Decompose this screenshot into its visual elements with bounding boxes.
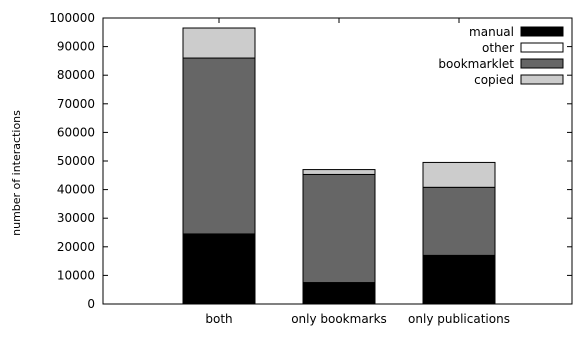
legend-label: copied [474,73,514,87]
y-tick-label: 90000 [57,40,95,54]
legend-label: manual [469,25,514,39]
bar-segment-copied-1 [302,169,376,175]
bar-segment-copied-0 [182,27,256,59]
x-tick-label: both [205,312,232,326]
bar-segment-bookmarklet-2 [422,186,496,256]
x-tick-label: only bookmarks [291,312,387,326]
y-tick-label: 60000 [57,125,95,139]
legend-swatch-other [520,42,564,53]
y-tick-label: 40000 [57,183,95,197]
bar-segment-bookmarklet-1 [302,173,376,284]
bar-segment-bookmarklet-0 [182,57,256,235]
y-tick-label: 20000 [57,240,95,254]
y-tick-label: 80000 [57,68,95,82]
legend-swatch-bookmarklet [520,58,564,69]
x-tick-label: only publications [408,312,510,326]
x-axis: both only bookmarks only publications [205,18,510,326]
bar-segment-manual-2 [422,254,496,305]
y-tick-label: 100000 [49,11,95,25]
bar-segment-manual-0 [182,233,256,305]
y-axis-title: number of interactions [10,110,23,236]
legend: manual other bookmarklet copied [438,25,564,87]
y-axis: 0 10000 20000 30000 40000 50000 60000 70000 8000… [49,11,572,311]
y-tick-label: 10000 [57,268,95,282]
legend-label: bookmarklet [438,57,514,71]
y-tick-label: 30000 [57,211,95,225]
bar-segment-copied-2 [422,161,496,188]
legend-label: other [482,41,514,55]
y-tick-label: 50000 [57,154,95,168]
bars [182,27,496,305]
y-tick-label: 70000 [57,97,95,111]
legend-swatch-manual [520,26,564,37]
legend-swatch-copied [520,74,564,85]
y-tick-label: 0 [87,297,95,311]
